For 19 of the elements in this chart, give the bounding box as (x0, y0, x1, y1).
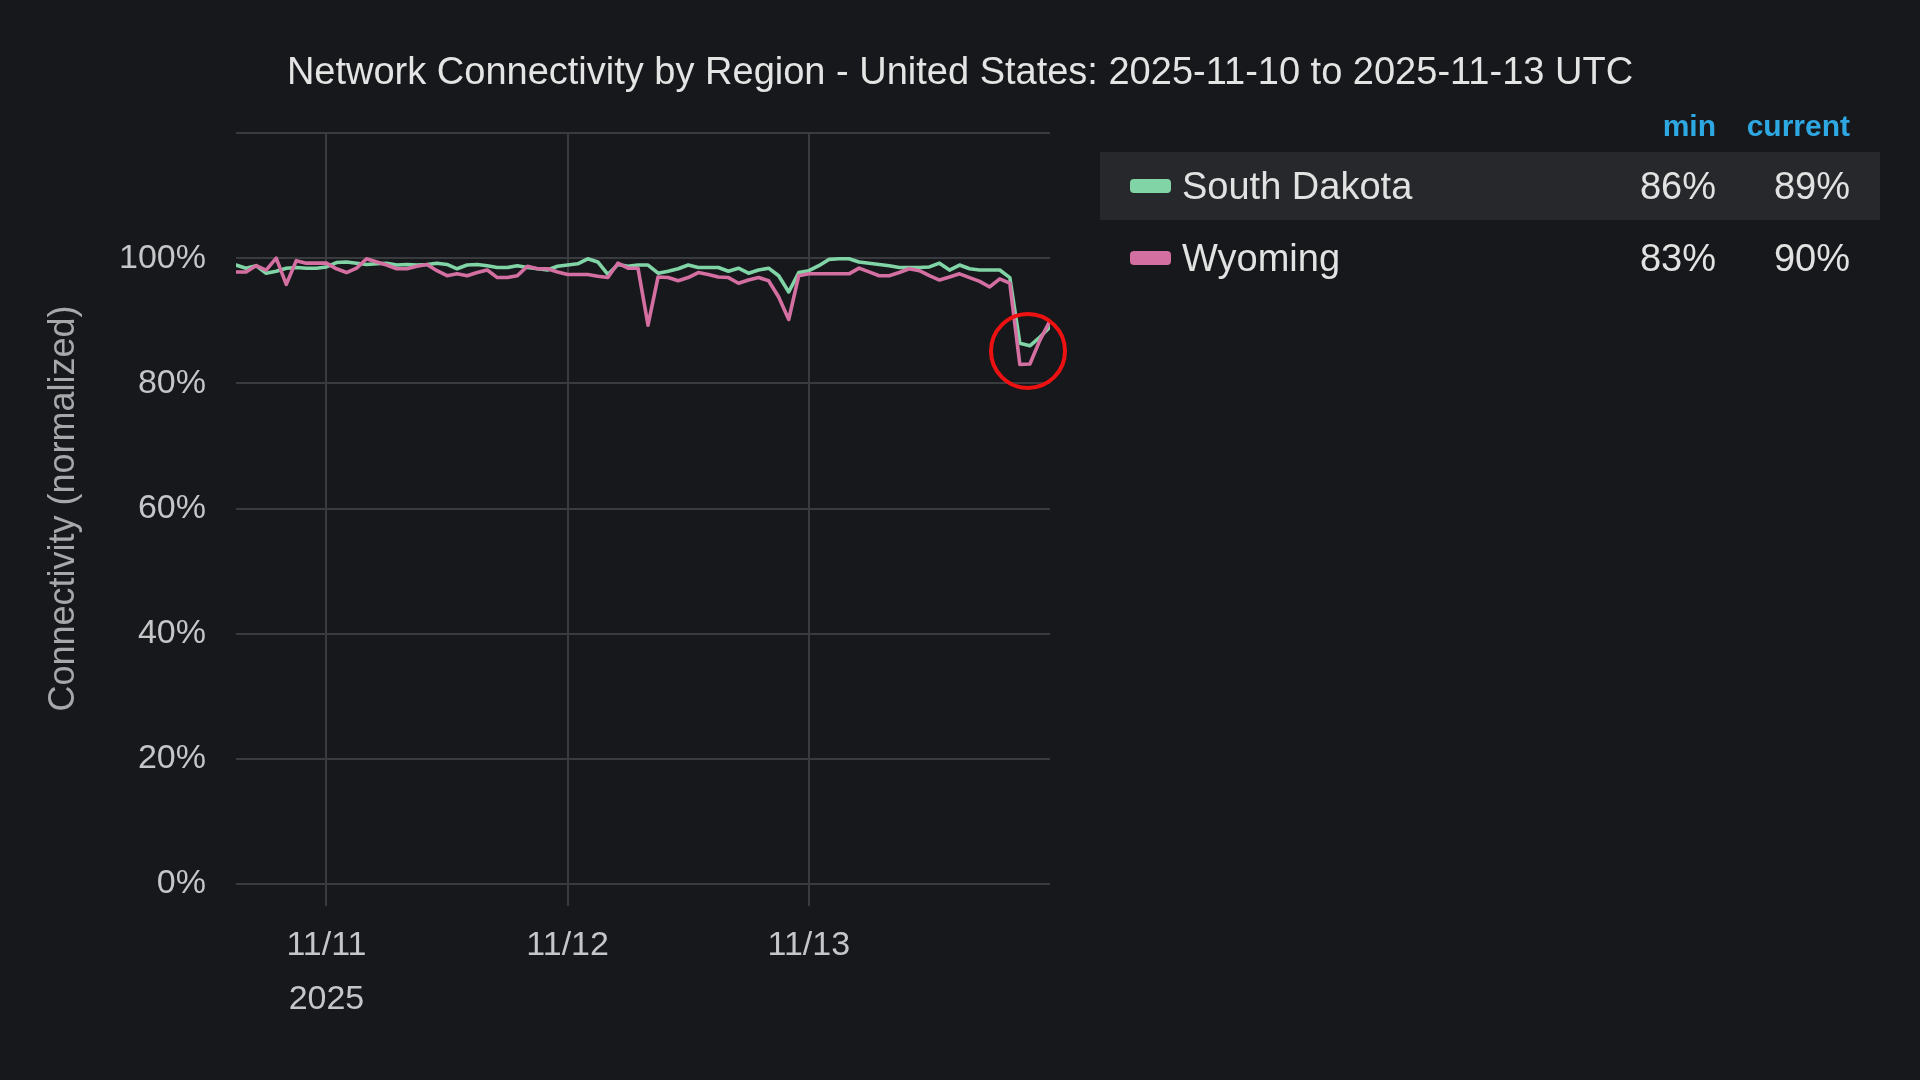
x-tick-label: 11/13 (767, 923, 851, 962)
y-axis-title: Connectivity (normalized) (40, 305, 82, 712)
text: min (1661, 109, 1716, 143)
text: 89% (1772, 164, 1850, 208)
text: 90% (1772, 236, 1850, 280)
y-tick-label: 20% (137, 737, 206, 776)
legend-label: South Dakota (1182, 164, 1414, 208)
text: 86% (1638, 164, 1716, 208)
legend-label: Wyoming (1182, 236, 1342, 280)
x-tick-label: 11/12 (526, 923, 609, 962)
y-tick-label: 40% (137, 612, 206, 651)
y-tick-label: 60% (137, 486, 206, 525)
x-tick-label: 11/11 2025 (286, 923, 367, 1016)
chart-title: Network Connectivity by Region - United States: 2025-11-10 to 2025-11-13 UTC (285, 49, 1635, 93)
y-tick-label: 80% (137, 361, 206, 400)
text: current (1745, 109, 1850, 143)
y-tick-label: 100% (119, 236, 206, 275)
text: 83% (1638, 236, 1716, 280)
y-tick-label: 0% (156, 862, 206, 901)
